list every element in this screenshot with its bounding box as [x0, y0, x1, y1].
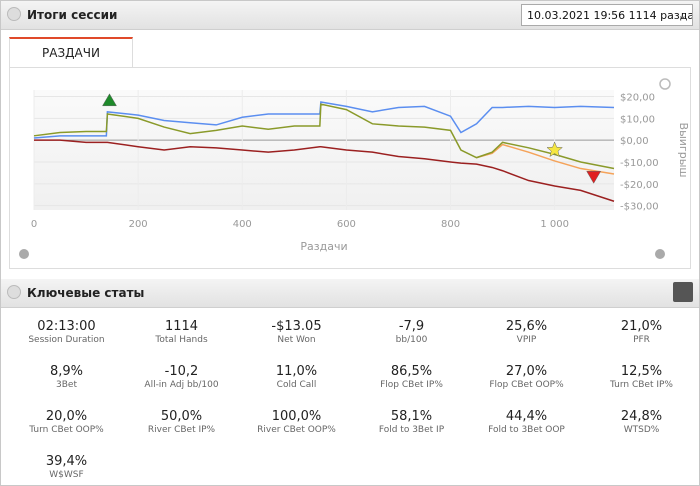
y-axis-label: Выигрыш: [677, 123, 690, 178]
stat-label: Flop CBet OOP%: [489, 380, 564, 390]
stat-value: 100,0%: [271, 409, 322, 424]
series-line: [33, 101, 615, 139]
stat-label: Session Duration: [28, 335, 105, 345]
stat: 8,9% 3Bet: [9, 364, 124, 390]
zoom-icon[interactable]: [659, 78, 671, 90]
y-tick-label: -$30,00: [620, 202, 659, 213]
y-tick-label: -$20,00: [620, 180, 659, 191]
series-line: [33, 103, 615, 170]
stat-label: W$WSF: [49, 470, 84, 480]
x-tick-label: 0: [31, 219, 37, 230]
stat-label: Turn CBet IP%: [610, 380, 673, 390]
stat: -10,2 All-in Adj bb/100: [124, 364, 239, 390]
settings-icon[interactable]: [19, 249, 29, 259]
stat-label: Fold to 3Bet IP: [378, 425, 445, 435]
stat: 20,0% Turn CBet OOP%: [9, 409, 124, 435]
stat: 27,0% Flop CBet OOP%: [469, 364, 584, 390]
stat: 21,0% PFR: [584, 319, 699, 345]
stat-label: PFR: [633, 335, 650, 345]
stat-value: 02:13:00: [37, 319, 96, 334]
stat-value: 86,5%: [390, 364, 433, 379]
stat-label: VPIP: [516, 335, 537, 345]
stat-value: 50,0%: [160, 409, 203, 424]
stat-label: WTSD%: [623, 425, 660, 435]
collapse-button[interactable]: [7, 285, 21, 299]
stat: 1114 Total Hands: [124, 319, 239, 345]
x-tick-label: 1 000: [540, 219, 569, 230]
stat-value: 44,4%: [505, 409, 548, 424]
info-icon[interactable]: [655, 249, 665, 259]
session-select-text: 10.03.2021 19:56 1114 раздач): [527, 9, 693, 22]
stat-value: 20,0%: [45, 409, 88, 424]
stat-label: River CBet OOP%: [257, 425, 336, 435]
marker: [586, 171, 602, 184]
chart-panel: $20,00 $10,00 $0,00 -$10,00 -$20,00 -$30,00 0 2…: [9, 67, 691, 269]
session-title: Итоги сессии: [27, 8, 118, 22]
stat: 50,0% River CBet IP%: [124, 409, 239, 435]
y-tick-label: $10,00: [620, 114, 655, 125]
stat: 02:13:00 Session Duration: [9, 319, 124, 345]
stat-value: 1114: [164, 319, 199, 334]
stat-value: -10,2: [164, 364, 199, 379]
stat-value: 11,0%: [275, 364, 318, 379]
chart: $20,00 $10,00 $0,00 -$10,00 -$20,00 -$30,00 0 2…: [19, 78, 690, 259]
stat-value: 8,9%: [49, 364, 84, 379]
stat-label: Cold Call: [276, 380, 317, 390]
stat-label: 3Bet: [56, 380, 77, 390]
stat-value: 58,1%: [390, 409, 433, 424]
marker: [546, 141, 563, 158]
stat: 100,0% River CBet OOP%: [239, 409, 354, 435]
stat-label: Flop CBet IP%: [380, 380, 443, 390]
stat-label: Total Hands: [155, 335, 208, 345]
stat: -7,9 bb/100: [354, 319, 469, 345]
stat-value: -$13.05: [271, 319, 322, 334]
stat: 11,0% Cold Call: [239, 364, 354, 390]
y-tick-label: $0,00: [620, 136, 649, 147]
stat-label: bb/100: [395, 335, 428, 345]
marker: [102, 93, 117, 107]
series-line: [34, 139, 615, 202]
stats-title: Ключевые статы: [27, 286, 145, 300]
stat-value: 12,5%: [620, 364, 663, 379]
stat-value: 24,8%: [620, 409, 663, 424]
tab[interactable]: РАЗДАЧИ: [9, 37, 133, 67]
stat-value: -7,9: [398, 319, 425, 334]
stat: 24,8% WTSD%: [584, 409, 699, 435]
plot-area: [34, 90, 614, 210]
stat-value: 21,0%: [620, 319, 663, 334]
x-tick-label: 800: [441, 219, 460, 230]
stat-label: All-in Adj bb/100: [144, 380, 219, 390]
layout-button[interactable]: [673, 282, 693, 302]
stat: 86,5% Flop CBet IP%: [354, 364, 469, 390]
y-tick-label: $20,00: [620, 93, 655, 104]
session-header: Итоги сессии 10.03.2021 19:56 1114 разда…: [1, 1, 699, 30]
y-tick-label: -$10,00: [620, 158, 659, 169]
stat-label: Turn CBet OOP%: [29, 425, 104, 435]
stat: 12,5% Turn CBet IP%: [584, 364, 699, 390]
stat-label: River CBet IP%: [147, 425, 216, 435]
x-axis-label: Раздачи: [300, 240, 347, 253]
x-tick-label: 200: [129, 219, 148, 230]
x-tick-label: 600: [337, 219, 356, 230]
stat: 44,4% Fold to 3Bet OOP: [469, 409, 584, 435]
stats-header: Ключевые статы: [1, 279, 699, 308]
stat-value: 39,4%: [45, 454, 88, 469]
series-line: [476, 143, 615, 175]
stat: 25,6% VPIP: [469, 319, 584, 345]
stat-label: Fold to 3Bet OOP: [488, 425, 565, 435]
stat: -$13.05 Net Won: [239, 319, 354, 345]
stat: 39,4% W$WSF: [9, 454, 124, 480]
x-tick-label: 400: [233, 219, 252, 230]
stat-label: Net Won: [277, 335, 316, 345]
stat-value: 25,6%: [505, 319, 548, 334]
collapse-button[interactable]: [7, 7, 21, 21]
dropdown-arrow: ⌄: [677, 9, 687, 22]
stat: 58,1% Fold to 3Bet IP: [354, 409, 469, 435]
stat-value: 27,0%: [505, 364, 548, 379]
session-select[interactable]: 10.03.2021 19:56 1114 раздач) ⌄: [521, 4, 693, 26]
